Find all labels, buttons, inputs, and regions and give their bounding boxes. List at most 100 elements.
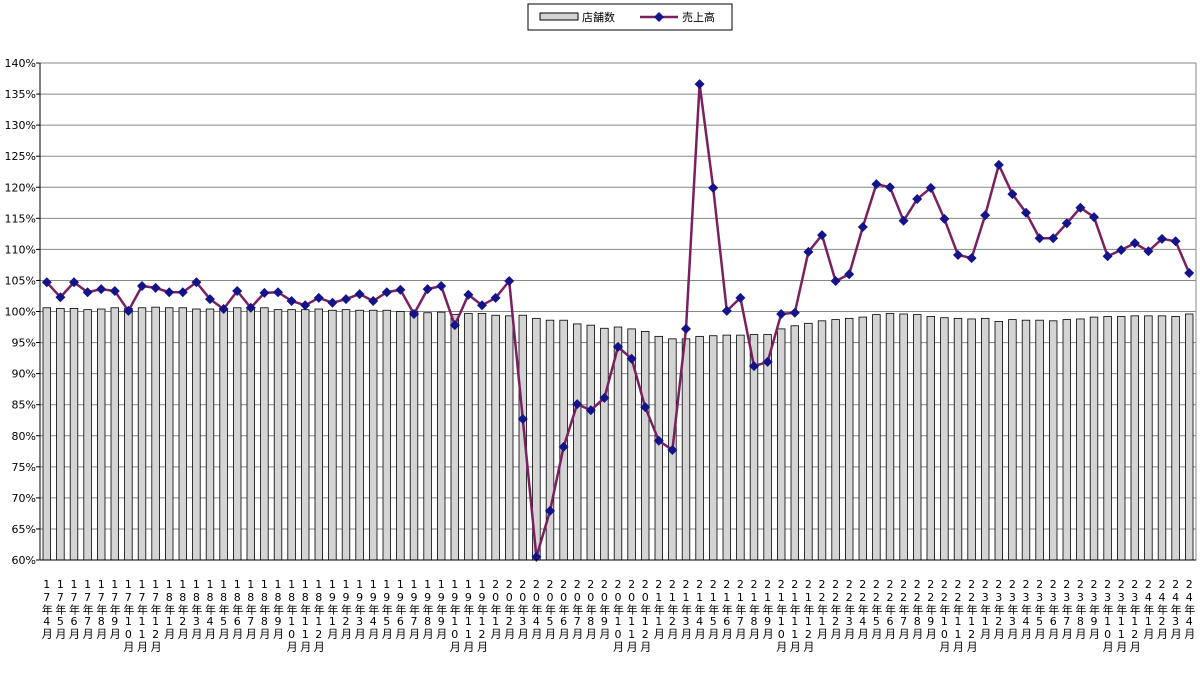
marker xyxy=(708,182,719,193)
bar xyxy=(776,328,786,561)
marker xyxy=(789,307,800,318)
marker xyxy=(381,287,392,298)
marker xyxy=(300,300,311,311)
x-tick-label: 19年11月 xyxy=(462,578,475,652)
x-tick-label: 22年8月 xyxy=(911,578,924,639)
marker xyxy=(477,300,487,311)
bar xyxy=(219,307,228,561)
x-tick-label: 20年3月 xyxy=(516,578,529,639)
x-tick-label: 23年11月 xyxy=(1115,578,1128,652)
marker xyxy=(109,285,120,296)
marker xyxy=(463,289,474,300)
x-tick-label: 21年7月 xyxy=(734,578,747,639)
x-tick-label: 22年3月 xyxy=(843,578,856,639)
y-tick-label: 130% xyxy=(5,119,36,132)
marker xyxy=(681,323,691,334)
x-tick-label: 22年4月 xyxy=(856,578,869,639)
marker xyxy=(164,287,175,298)
bar xyxy=(137,307,147,561)
marker xyxy=(422,284,433,295)
marker xyxy=(912,194,923,205)
bar xyxy=(409,311,419,561)
x-tick-label: 24年1月 xyxy=(1142,578,1155,639)
marker xyxy=(640,402,651,413)
marker xyxy=(966,253,977,264)
bar xyxy=(232,307,242,561)
y-tick-label: 90% xyxy=(12,368,36,381)
x-tick-label: 20年1月 xyxy=(489,578,502,639)
bar xyxy=(42,307,52,561)
bar xyxy=(681,338,691,561)
bar xyxy=(423,312,432,561)
y-tick-label: 115% xyxy=(5,212,36,225)
x-tick-label: 19年2月 xyxy=(340,578,353,639)
x-tick-label: 21年9月 xyxy=(761,578,774,639)
marker xyxy=(1007,189,1018,200)
y-tick-label: 70% xyxy=(12,492,36,505)
marker xyxy=(395,284,406,295)
bar xyxy=(56,307,65,561)
marker xyxy=(1116,244,1127,255)
x-tick-label: 21年8月 xyxy=(748,578,761,639)
marker xyxy=(599,392,610,403)
x-tick-label: 22年11月 xyxy=(952,578,965,652)
x-tick-label: 21年12月 xyxy=(802,578,815,652)
bar xyxy=(858,316,868,561)
x-tick-label: 17年9月 xyxy=(108,578,121,639)
x-tick-label: 20年5月 xyxy=(544,578,557,639)
marker xyxy=(69,277,79,288)
bar xyxy=(600,327,609,561)
x-tick-label: 19年9月 xyxy=(435,578,448,639)
marker xyxy=(259,287,270,298)
marker xyxy=(137,281,147,292)
x-tick-label: 22年12月 xyxy=(965,578,978,652)
x-tick-label: 18年6月 xyxy=(231,578,244,639)
bar xyxy=(994,321,1004,561)
x-tick-label: 19年10月 xyxy=(448,578,461,652)
bar xyxy=(246,307,256,561)
x-tick-label: 17年6月 xyxy=(68,578,81,639)
marker xyxy=(925,182,936,193)
x-tick-label: 23年8月 xyxy=(1074,578,1087,639)
marker xyxy=(436,281,447,292)
marker xyxy=(123,305,134,316)
marker xyxy=(1102,251,1113,262)
bar xyxy=(926,316,936,561)
marker xyxy=(177,287,188,298)
x-tick-label: 21年4月 xyxy=(693,578,706,639)
marker xyxy=(517,413,528,424)
marker xyxy=(953,249,963,260)
marker xyxy=(857,222,868,233)
marker xyxy=(82,287,93,298)
bar xyxy=(164,307,174,561)
bar xyxy=(640,330,650,561)
marker xyxy=(585,405,596,416)
bar xyxy=(912,314,922,561)
marker xyxy=(504,276,515,287)
y-tick-label: 120% xyxy=(5,181,36,194)
x-tick-label: 23年6月 xyxy=(1047,578,1060,639)
x-tick-label: 20年6月 xyxy=(557,578,570,639)
x-tick-label: 19年5月 xyxy=(380,578,393,639)
bar xyxy=(273,309,283,561)
marker xyxy=(545,505,555,516)
bar xyxy=(287,309,296,561)
bar xyxy=(1076,318,1085,561)
marker xyxy=(1034,233,1045,244)
x-tick-label: 23年12月 xyxy=(1128,578,1141,652)
marker xyxy=(1048,233,1059,244)
bar xyxy=(450,314,460,561)
x-tick-label: 24年4月 xyxy=(1183,578,1196,639)
bar xyxy=(96,308,106,561)
y-tick-label: 100% xyxy=(5,306,36,319)
marker xyxy=(993,159,1004,170)
x-tick-label: 20年8月 xyxy=(584,578,597,639)
x-tick-label: 18年12月 xyxy=(312,578,325,652)
bar xyxy=(804,322,813,561)
marker xyxy=(817,230,827,241)
x-tick-label: 21年3月 xyxy=(680,578,693,639)
marker xyxy=(980,210,991,221)
y-tick-label: 65% xyxy=(12,523,36,536)
marker xyxy=(354,289,365,300)
